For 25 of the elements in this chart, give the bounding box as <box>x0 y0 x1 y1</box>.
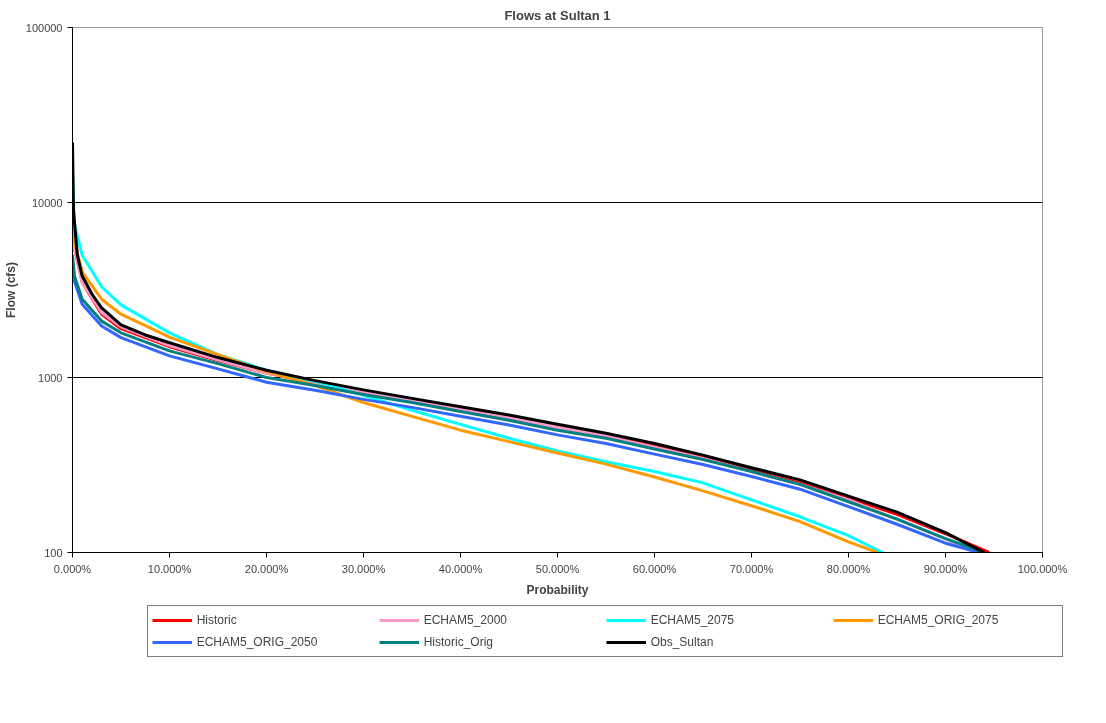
chart-title: Flows at Sultan 1 <box>504 7 611 23</box>
legend-label: ECHAM5_ORIG_2075 <box>877 613 1000 627</box>
legend-label: Obs_Sultan <box>650 635 715 649</box>
y-tick-label: 10000 <box>31 196 63 209</box>
y-tick-label: 100000 <box>25 21 63 34</box>
x-tick-label: 100.000% <box>1017 562 1068 575</box>
x-axis-title: Probability <box>526 582 589 597</box>
x-tick-label: 40.000% <box>438 562 483 575</box>
x-tick-label: 10.000% <box>147 562 192 575</box>
x-tick-label: 90.000% <box>923 562 968 575</box>
legend-label: ECHAM5_ORIG_2050 <box>196 635 319 649</box>
y-axis-title: Flow (cfs) <box>3 262 18 318</box>
legend-label: Historic_Orig <box>423 635 494 649</box>
x-tick-label: 0.000% <box>53 562 92 575</box>
x-tick-label: 30.000% <box>341 562 386 575</box>
x-tick-label: 70.000% <box>729 562 774 575</box>
x-tick-label: 50.000% <box>535 562 580 575</box>
legend-label: Historic <box>196 613 238 627</box>
legend-label: ECHAM5_2075 <box>650 613 736 627</box>
x-tick-label: 20.000% <box>244 562 289 575</box>
y-tick-label: 1000 <box>38 371 63 384</box>
y-tick-label: 100 <box>44 546 63 559</box>
x-tick-label: 80.000% <box>826 562 871 575</box>
legend-label: ECHAM5_2000 <box>423 613 509 627</box>
x-tick-label: 60.000% <box>632 562 677 575</box>
